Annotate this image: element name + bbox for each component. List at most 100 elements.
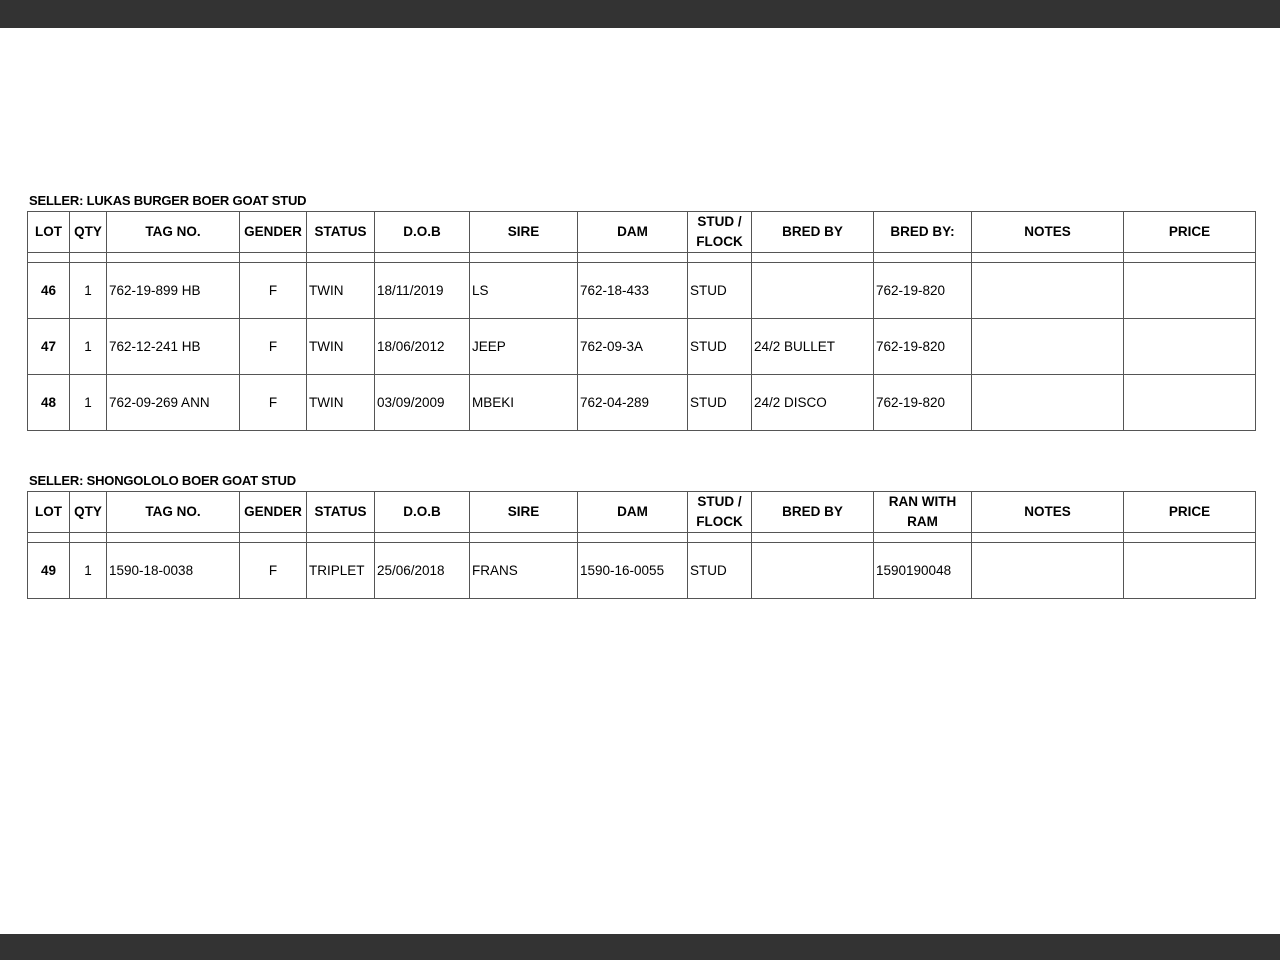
column-header: RAN WITH RAM [873,491,972,533]
cell-dam: 762-04-289 [577,374,688,431]
spacer-cell [306,252,375,263]
column-header: STATUS [306,211,375,253]
bottom-bar [0,934,1280,960]
header-row: LOT QTY TAG NO. GENDER STATUS D.O.B SIRE DAM STU… [27,211,1256,253]
cell-bred-by: 762-19-820 [873,318,972,375]
spacer-cell [577,252,688,263]
column-header: QTY [69,211,107,253]
column-header: STATUS [306,491,375,533]
cell-price [1123,262,1256,319]
cell-tag-no: 1590-18-0038 [106,542,240,599]
cell-price [1123,318,1256,375]
cell-d-o-b: 18/11/2019 [374,262,470,319]
cell-bred-by: 24/2 BULLET [751,318,874,375]
spacer-cell [469,532,578,543]
column-header: SIRE [469,491,578,533]
column-header: QTY [69,491,107,533]
column-header: GENDER [239,491,307,533]
column-header: PRICE [1123,491,1256,533]
spacer-cell [374,532,470,543]
cell-ran-with-ram: 1590190048 [873,542,972,599]
table-row: 48 1 762-09-269 ANN F TWIN 03/09/2009 MBEKI 762… [27,374,1256,431]
spacer-cell [687,532,752,543]
spacer-cell [873,252,972,263]
cell-qty: 1 [69,542,107,599]
column-header: D.O.B [374,491,470,533]
spacer-cell [374,252,470,263]
spacer-cell [873,532,972,543]
cell-gender: F [239,542,307,599]
cell-price [1123,542,1256,599]
seller-title: SELLER: LUKAS BURGER BOER GOAT STUD [29,193,307,208]
spacer-row [27,252,1256,263]
cell-tag-no: 762-19-899 HB [106,262,240,319]
table-row: 47 1 762-12-241 HB F TWIN 18/06/2012 JEEP 762-0… [27,318,1256,375]
cell-gender: F [239,374,307,431]
spacer-cell [1123,252,1256,263]
lot-table: LOT QTY TAG NO. GENDER STATUS D.O.B SIRE DAM STU… [27,491,1256,599]
cell-dam: 762-18-433 [577,262,688,319]
column-header: LOT [27,211,70,253]
cell-sire: LS [469,262,578,319]
column-header: BRED BY [751,211,874,253]
column-header: GENDER [239,211,307,253]
cell-stud-flock: STUD [687,374,752,431]
cell-qty: 1 [69,262,107,319]
cell-bred-by: 762-19-820 [873,374,972,431]
spacer-cell [106,532,240,543]
cell-notes [971,374,1124,431]
cell-notes [971,542,1124,599]
cell-qty: 1 [69,374,107,431]
cell-sire: MBEKI [469,374,578,431]
table-row: 49 1 1590-18-0038 F TRIPLET 25/06/2018 FRANS 15… [27,542,1256,599]
cell-stud-flock: STUD [687,542,752,599]
column-header: DAM [577,491,688,533]
cell-tag-no: 762-12-241 HB [106,318,240,375]
cell-lot: 46 [27,262,70,319]
spacer-cell [577,532,688,543]
cell-status: TWIN [306,262,375,319]
column-header: BRED BY [751,491,874,533]
spacer-cell [306,532,375,543]
cell-bred-by [751,542,874,599]
cell-status: TWIN [306,318,375,375]
spacer-cell [69,252,107,263]
top-bar [0,0,1280,28]
cell-status: TRIPLET [306,542,375,599]
column-header: TAG NO. [106,491,240,533]
spacer-cell [687,252,752,263]
column-header: BRED BY: [873,211,972,253]
cell-bred-by: 24/2 DISCO [751,374,874,431]
cell-notes [971,262,1124,319]
cell-sire: JEEP [469,318,578,375]
table-row: 46 1 762-19-899 HB F TWIN 18/11/2019 LS 762-18-… [27,262,1256,319]
cell-stud-flock: STUD [687,262,752,319]
spacer-cell [27,252,70,263]
cell-lot: 47 [27,318,70,375]
lot-table: LOT QTY TAG NO. GENDER STATUS D.O.B SIRE DAM STU… [27,211,1256,431]
column-header: NOTES [971,211,1124,253]
cell-lot: 49 [27,542,70,599]
column-header: TAG NO. [106,211,240,253]
cell-d-o-b: 18/06/2012 [374,318,470,375]
column-header: PRICE [1123,211,1256,253]
cell-bred-by [751,262,874,319]
cell-price [1123,374,1256,431]
spacer-cell [239,532,307,543]
column-header: DAM [577,211,688,253]
cell-qty: 1 [69,318,107,375]
spacer-cell [751,252,874,263]
cell-lot: 48 [27,374,70,431]
spacer-cell [971,532,1124,543]
column-header: NOTES [971,491,1124,533]
spacer-cell [469,252,578,263]
spacer-cell [1123,532,1256,543]
spacer-cell [751,532,874,543]
cell-status: TWIN [306,374,375,431]
cell-dam: 1590-16-0055 [577,542,688,599]
cell-sire: FRANS [469,542,578,599]
spacer-cell [106,252,240,263]
spacer-cell [971,252,1124,263]
spacer-cell [69,532,107,543]
header-row: LOT QTY TAG NO. GENDER STATUS D.O.B SIRE DAM STU… [27,491,1256,533]
